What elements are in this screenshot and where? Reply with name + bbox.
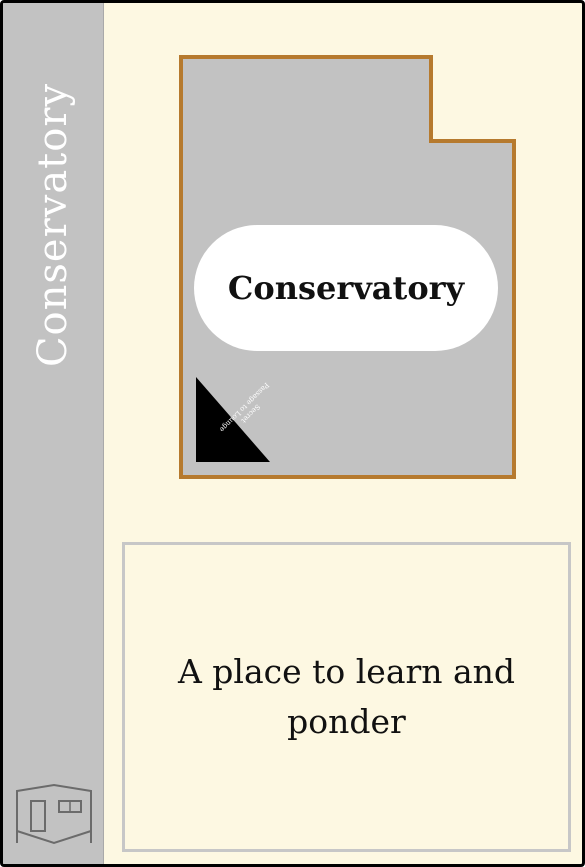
card-spine: Conservatory xyxy=(3,3,104,864)
spine-title: Conservatory xyxy=(30,82,76,368)
secret-passage-marker xyxy=(196,377,270,462)
room-name-plate: Conservatory xyxy=(194,225,498,351)
room-door-icon xyxy=(16,783,92,845)
description-box: A place to learn and ponder xyxy=(122,542,571,852)
room-description: A place to learn and ponder xyxy=(177,652,516,741)
room-name: Conservatory xyxy=(227,269,465,307)
